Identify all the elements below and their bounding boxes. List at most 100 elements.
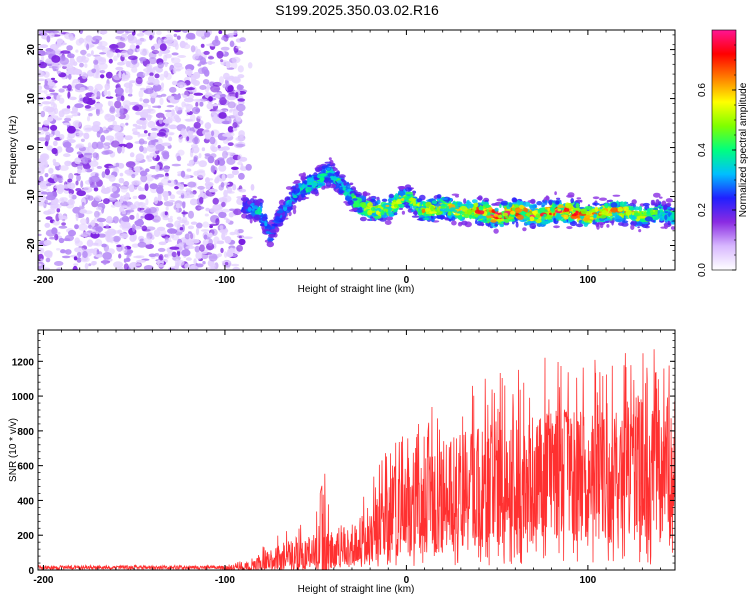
heat-blob — [168, 124, 178, 130]
heat-blob — [177, 55, 187, 58]
heat-blob — [159, 97, 164, 106]
heat-blob — [232, 184, 237, 191]
heat-blob — [135, 125, 142, 130]
heat-blob — [139, 145, 144, 152]
heat-blob — [231, 76, 241, 84]
heat-blob — [169, 246, 180, 250]
heat-blob — [67, 84, 72, 91]
ridge-blob — [522, 201, 531, 207]
heat-blob — [112, 183, 118, 186]
ridge-blob — [385, 204, 390, 207]
ridge-blob — [510, 210, 516, 215]
heat-blob — [197, 170, 206, 178]
ridge-blob — [254, 217, 260, 221]
ridge-blob — [388, 193, 394, 199]
ridge-blob — [563, 207, 570, 213]
heat-blob — [84, 63, 88, 68]
heat-blob — [202, 239, 208, 246]
ridge-blob — [429, 211, 437, 214]
ridge-blob — [615, 215, 619, 220]
heat-blob — [91, 124, 101, 132]
ridge-blob — [291, 190, 296, 194]
ridge-blob — [477, 195, 483, 201]
heat-blob — [49, 134, 54, 138]
ridge-blob — [430, 205, 435, 211]
ridge-blob — [351, 193, 355, 198]
ridge-blob — [377, 199, 381, 205]
heat-blob — [188, 210, 194, 219]
heat-blob — [161, 142, 172, 147]
heat-blob — [180, 129, 188, 136]
heat-blob — [95, 254, 104, 258]
heat-blob — [135, 255, 145, 259]
heat-blob — [203, 69, 210, 77]
ridge-blob — [347, 188, 352, 192]
heat-blob — [135, 111, 143, 116]
heat-blob — [201, 147, 206, 152]
ridge-blob — [465, 201, 472, 205]
ridge-blob — [585, 205, 593, 211]
spectrogram-xtick-label: -100 — [215, 275, 235, 286]
heat-blob — [82, 38, 88, 43]
heat-blob — [209, 208, 217, 213]
ridge-blob — [352, 198, 358, 201]
spectrogram-heatmap — [38, 30, 675, 270]
ridge-blob — [610, 202, 618, 208]
heat-blob — [71, 81, 75, 89]
heat-blob — [168, 200, 175, 203]
heat-blob — [121, 222, 125, 227]
heat-blob — [73, 256, 78, 261]
heat-blob — [74, 247, 82, 253]
colorbar-tick-label: 0.2 — [697, 203, 708, 217]
heat-blob — [147, 158, 152, 162]
heat-blob — [135, 45, 140, 49]
heat-blob — [202, 261, 206, 265]
ridge-blob — [544, 199, 548, 206]
ridge-blob — [606, 213, 613, 217]
heat-blob — [72, 206, 82, 214]
ridge-blob — [359, 206, 363, 213]
heat-blob — [144, 30, 154, 35]
ridge-blob — [658, 206, 662, 209]
ridge-blob — [467, 210, 472, 216]
heat-blob — [208, 96, 213, 102]
heat-blob — [195, 251, 203, 260]
heat-blob — [236, 84, 244, 90]
heat-blob — [149, 72, 154, 77]
heat-blob — [96, 217, 107, 223]
ridge-blob — [317, 166, 322, 172]
ridge-blob — [388, 214, 394, 217]
heat-blob — [159, 73, 165, 81]
snr-xtick-label: 100 — [580, 575, 597, 586]
ridge-blob — [496, 198, 504, 202]
heat-blob — [188, 232, 196, 241]
snr-ytick-label: 600 — [17, 462, 34, 473]
ridge-blob — [470, 203, 473, 209]
heat-blob — [190, 45, 196, 53]
ridge-blob — [322, 169, 326, 174]
ridge-blob — [417, 209, 423, 216]
ridge-blob — [324, 161, 332, 164]
heat-blob — [210, 108, 217, 112]
heat-blob — [147, 75, 155, 83]
ridge-blob — [282, 215, 286, 220]
heat-blob — [219, 97, 227, 106]
heat-blob — [210, 165, 216, 173]
ridge-blob — [405, 205, 411, 209]
heat-blob — [82, 250, 88, 259]
ridge-blob — [380, 214, 389, 218]
heat-blob — [108, 101, 114, 108]
heat-blob — [163, 36, 174, 44]
heat-blob — [88, 113, 93, 117]
heat-blob — [101, 171, 106, 179]
heat-blob — [58, 88, 65, 93]
heat-blob — [186, 32, 196, 40]
heat-blob — [171, 80, 178, 86]
colorbar-label: Normalized spectral amplitude — [738, 82, 749, 217]
heat-blob — [238, 172, 245, 180]
heat-blob — [67, 178, 73, 183]
heat-blob — [162, 191, 169, 198]
spectrogram-ytick-label: 0 — [26, 144, 37, 150]
heat-blob — [119, 172, 124, 177]
heat-blob — [70, 111, 80, 115]
